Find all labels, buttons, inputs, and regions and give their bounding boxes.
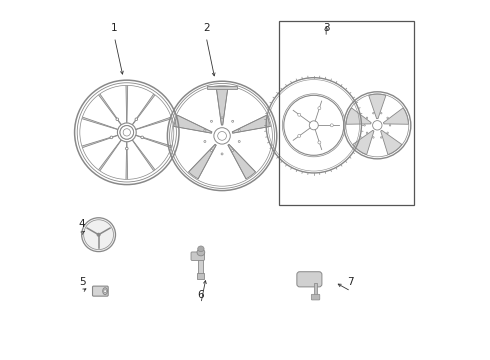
Ellipse shape [197,249,205,256]
Polygon shape [136,135,171,148]
Bar [278,21,415,205]
Polygon shape [82,135,118,148]
Polygon shape [174,115,212,133]
Circle shape [372,112,374,114]
Polygon shape [228,144,256,179]
Circle shape [389,125,391,126]
FancyBboxPatch shape [297,272,322,287]
Circle shape [238,140,240,143]
Bar [207,86,237,89]
Circle shape [204,140,206,143]
Circle shape [366,132,368,134]
Circle shape [211,120,213,122]
Polygon shape [99,94,121,125]
Ellipse shape [103,288,107,294]
Circle shape [211,149,213,152]
Circle shape [221,117,223,119]
Bar [314,283,318,296]
Circle shape [381,137,382,138]
Circle shape [364,125,366,126]
Circle shape [381,112,382,114]
Circle shape [221,153,223,155]
Text: 7: 7 [347,277,354,287]
Circle shape [104,290,106,292]
Circle shape [330,124,333,127]
Polygon shape [384,108,409,124]
Circle shape [298,113,301,116]
Polygon shape [353,130,374,154]
FancyBboxPatch shape [311,294,320,300]
Polygon shape [82,117,118,130]
Circle shape [372,137,374,138]
Circle shape [204,129,206,131]
Bar [197,274,204,279]
Circle shape [318,141,321,144]
Polygon shape [99,140,121,170]
Circle shape [238,129,240,131]
Text: 4: 4 [79,219,85,229]
Circle shape [141,136,144,139]
Circle shape [214,128,230,144]
Polygon shape [216,87,228,125]
Polygon shape [381,130,402,154]
Polygon shape [126,86,128,122]
FancyBboxPatch shape [191,252,204,260]
Circle shape [125,147,128,150]
Ellipse shape [198,246,204,252]
FancyBboxPatch shape [93,286,108,296]
Circle shape [135,118,138,121]
Polygon shape [346,108,371,124]
Polygon shape [132,140,155,170]
Circle shape [387,132,389,134]
Polygon shape [132,94,155,125]
Circle shape [116,118,119,121]
Text: 3: 3 [323,23,329,33]
Polygon shape [136,117,171,130]
Text: 1: 1 [111,23,118,33]
Polygon shape [368,94,386,119]
Text: 5: 5 [79,277,85,287]
Bar [198,258,203,275]
Circle shape [298,134,301,138]
Circle shape [232,149,234,152]
Text: 6: 6 [197,290,204,300]
Circle shape [372,121,382,130]
Circle shape [232,120,234,122]
Circle shape [110,136,113,139]
Text: 2: 2 [203,23,210,33]
Polygon shape [232,115,270,133]
Circle shape [387,117,389,118]
Circle shape [318,107,321,110]
Circle shape [97,233,100,237]
Circle shape [366,117,368,118]
Polygon shape [126,142,128,179]
Circle shape [82,218,116,252]
Circle shape [120,126,134,139]
Polygon shape [189,144,216,179]
